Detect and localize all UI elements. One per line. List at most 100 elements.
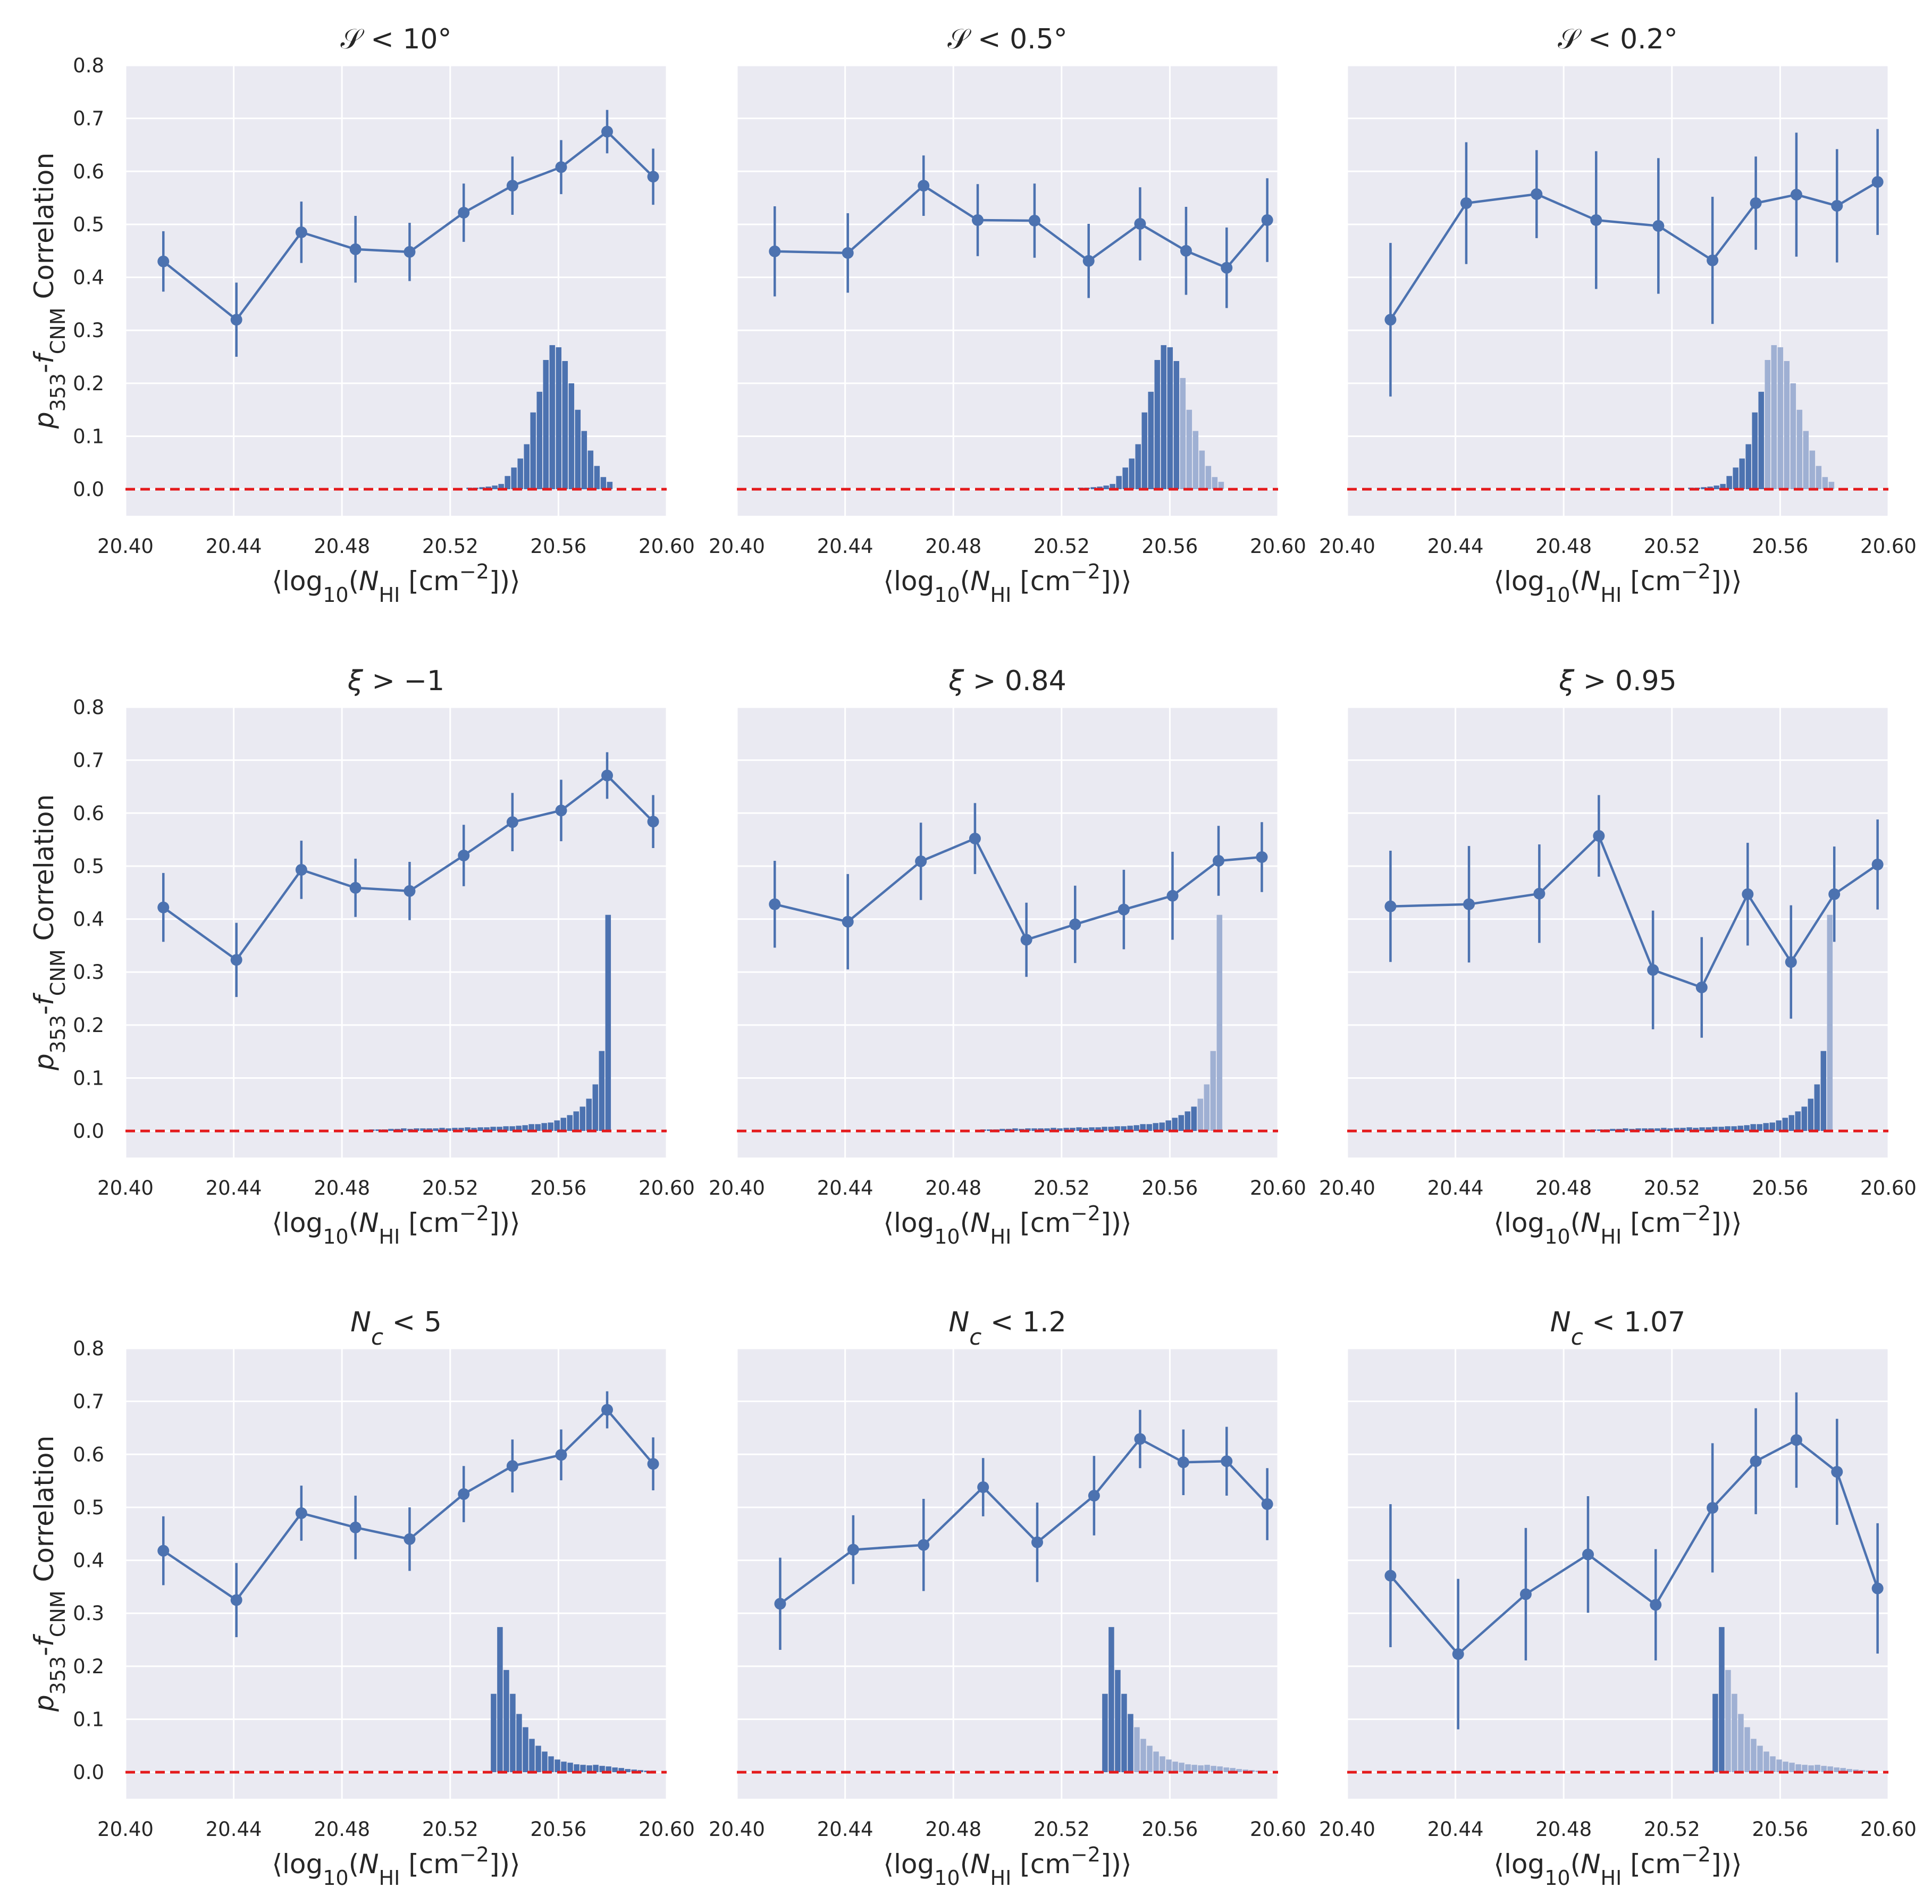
histogram-bar bbox=[439, 1128, 445, 1131]
plot-area bbox=[125, 707, 667, 1158]
histogram-bar bbox=[999, 1129, 1005, 1131]
histogram-bar bbox=[1108, 1627, 1114, 1773]
histogram-bar bbox=[1070, 1128, 1076, 1131]
histogram-bar bbox=[479, 487, 485, 490]
data-point bbox=[647, 171, 659, 183]
data-point bbox=[601, 125, 614, 138]
histogram-bar bbox=[388, 1129, 394, 1131]
x-tick-label: 20.60 bbox=[1250, 535, 1306, 558]
histogram-bar bbox=[497, 1627, 503, 1773]
histogram-bar bbox=[1737, 1126, 1743, 1131]
histogram-bar bbox=[1153, 1751, 1159, 1773]
x-tick-label: 20.40 bbox=[709, 1818, 765, 1841]
x-tick-label: 20.56 bbox=[530, 1177, 586, 1200]
data-point bbox=[774, 1598, 786, 1610]
histogram-bar bbox=[1192, 431, 1199, 490]
data-point bbox=[555, 1449, 567, 1461]
data-point bbox=[1166, 890, 1179, 902]
histogram-bar bbox=[1846, 1769, 1852, 1773]
x-tick-label: 20.48 bbox=[1535, 535, 1592, 558]
data-point bbox=[1742, 888, 1754, 900]
plot-area bbox=[737, 707, 1278, 1158]
data-point bbox=[295, 226, 307, 238]
data-point bbox=[506, 180, 518, 192]
histogram-bar bbox=[1205, 466, 1212, 490]
histogram-bar bbox=[543, 360, 549, 490]
x-tick-label: 20.56 bbox=[1141, 1177, 1198, 1200]
histogram-bar bbox=[1745, 444, 1751, 490]
panel-1: 20.40 20.44 20.48 20.52 20.56 20.60 0.0 0.1 0.2 0… bbox=[29, 23, 695, 607]
y-tick-label: 0.5 bbox=[73, 1496, 104, 1519]
histogram-bar bbox=[1108, 1127, 1114, 1131]
data-point bbox=[601, 769, 614, 782]
data-point bbox=[1790, 1434, 1802, 1446]
x-axis-label: ⟨log10(NHI [cm−2])⟩ bbox=[272, 560, 520, 607]
data-point bbox=[1828, 888, 1841, 900]
data-point bbox=[506, 816, 518, 828]
histogram-bar bbox=[1769, 1122, 1775, 1131]
histogram-bar bbox=[607, 482, 613, 490]
histogram-bar bbox=[575, 409, 581, 490]
histogram-bar bbox=[1726, 476, 1732, 490]
y-tick-label: 0.1 bbox=[73, 425, 104, 448]
x-tick-label: 20.60 bbox=[639, 535, 695, 558]
histogram-bar bbox=[1822, 477, 1828, 490]
histogram-bar bbox=[1750, 1124, 1756, 1131]
panel-7: 20.40 20.44 20.48 20.52 20.56 20.60 0.0 0.1 0.2 0… bbox=[29, 1306, 695, 1890]
histogram-bar bbox=[1122, 467, 1128, 490]
data-point bbox=[157, 255, 170, 267]
histogram-bar bbox=[1821, 1766, 1827, 1773]
data-point bbox=[918, 1539, 930, 1551]
histogram-bar bbox=[1204, 1765, 1210, 1773]
histogram-bar bbox=[1199, 450, 1205, 490]
histogram-bar bbox=[542, 1751, 548, 1773]
data-point bbox=[1028, 214, 1040, 227]
histogram-bar bbox=[492, 485, 498, 490]
x-tick-label: 20.60 bbox=[1250, 1177, 1306, 1200]
x-tick-label: 20.52 bbox=[1644, 535, 1700, 558]
x-axis-label: ⟨log10(NHI [cm−2])⟩ bbox=[884, 1202, 1132, 1248]
histogram-bar bbox=[1134, 1727, 1140, 1773]
histogram-bar bbox=[1159, 1122, 1165, 1131]
histogram-bar bbox=[1133, 1125, 1139, 1131]
series-line bbox=[162, 774, 654, 961]
data-point bbox=[1134, 217, 1146, 230]
data-point bbox=[1871, 176, 1884, 188]
x-tick-label: 20.44 bbox=[1427, 1177, 1484, 1200]
y-tick-label: 0.6 bbox=[73, 1443, 104, 1466]
histogram-bar bbox=[1840, 1768, 1846, 1773]
histogram-bar bbox=[505, 476, 510, 490]
histogram-bar bbox=[1827, 1766, 1833, 1773]
histogram-bar bbox=[1121, 1126, 1127, 1131]
data-point bbox=[295, 1507, 307, 1519]
data-point bbox=[349, 243, 362, 255]
histogram-bar bbox=[612, 1767, 618, 1773]
histogram-bar bbox=[1828, 482, 1835, 490]
histogram-bar bbox=[484, 1127, 490, 1131]
histogram-bar bbox=[1771, 345, 1777, 490]
histogram-bar bbox=[987, 1129, 993, 1131]
histogram-bar bbox=[1210, 1051, 1216, 1131]
x-tick-label: 20.52 bbox=[422, 535, 478, 558]
histogram-bar bbox=[1223, 1767, 1229, 1773]
histogram-bar bbox=[1031, 1128, 1037, 1131]
histogram-bar bbox=[491, 1693, 497, 1773]
histogram-bar bbox=[1789, 1763, 1795, 1773]
histogram-bar bbox=[1712, 1693, 1718, 1773]
histogram-bar bbox=[579, 1106, 586, 1131]
histogram-bar bbox=[1218, 482, 1224, 490]
x-axis-label: ⟨log10(NHI [cm−2])⟩ bbox=[1494, 1202, 1742, 1248]
y-tick-label: 0.6 bbox=[73, 802, 104, 825]
histogram-bar bbox=[567, 1763, 573, 1773]
histogram-bar bbox=[1116, 476, 1122, 490]
histogram-bar bbox=[593, 1765, 599, 1773]
data-point bbox=[1031, 1536, 1043, 1548]
y-tick-label: 0.3 bbox=[73, 319, 104, 342]
x-tick-label: 20.40 bbox=[97, 1818, 154, 1841]
x-tick-label: 20.44 bbox=[206, 535, 262, 558]
x-tick-label: 20.40 bbox=[1319, 1818, 1375, 1841]
histogram-bar bbox=[1796, 409, 1803, 490]
histogram-bar bbox=[1725, 1126, 1731, 1131]
histogram-bar bbox=[1186, 409, 1192, 490]
histogram-bar bbox=[524, 444, 530, 490]
